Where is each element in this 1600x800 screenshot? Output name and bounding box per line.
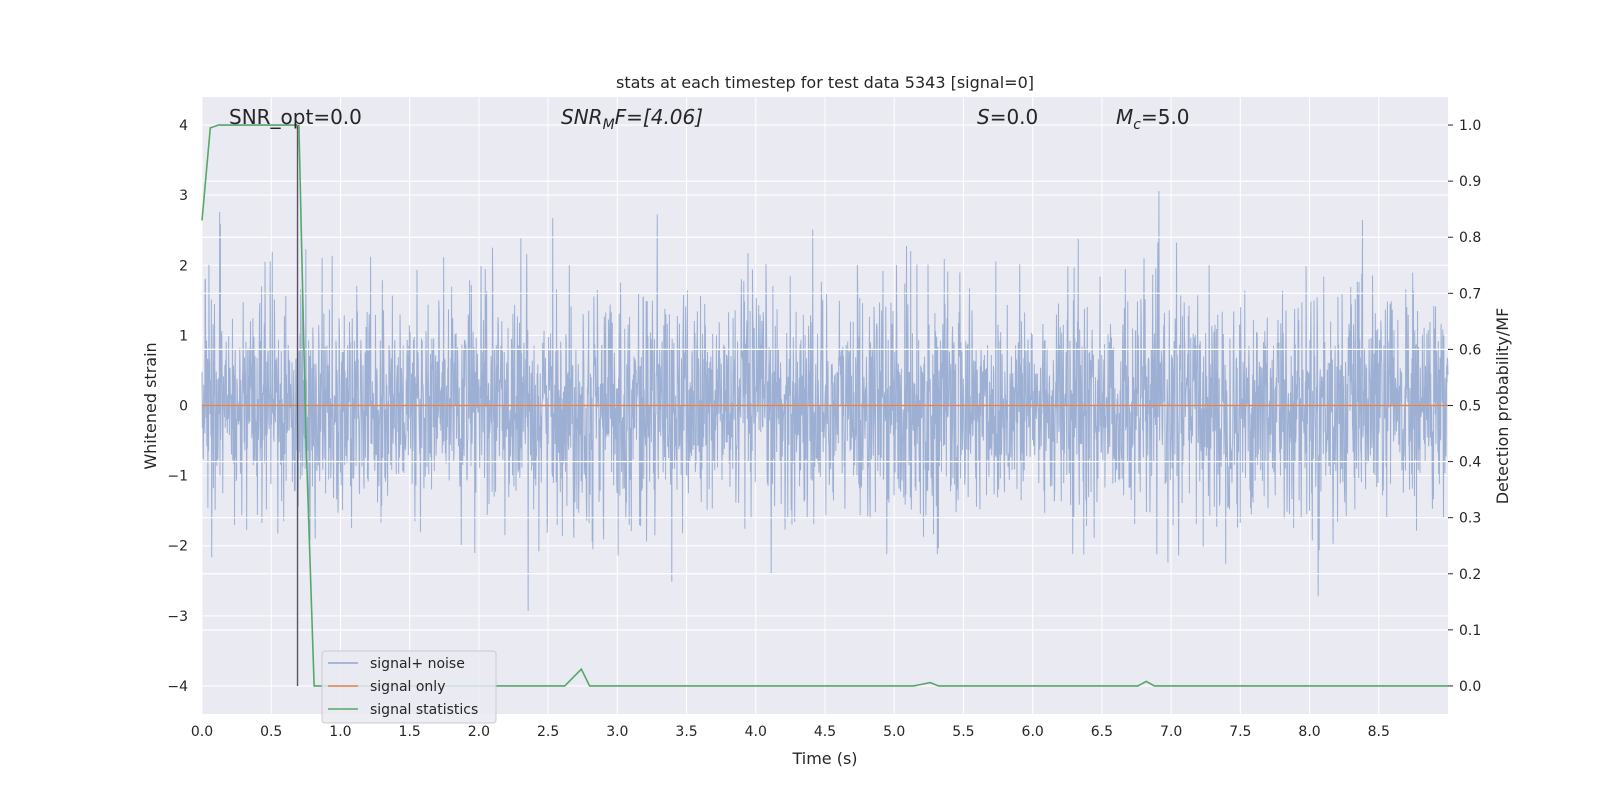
x-tick-label: 0.5 [260, 724, 282, 740]
annotation-snr-mf-value: F=[4.06] [615, 105, 703, 129]
x-tick-label: 4.5 [814, 724, 836, 740]
x-tick-label: 6.5 [1091, 724, 1113, 740]
x-tick-label: 5.0 [883, 724, 905, 740]
x-tick-label: 1.0 [329, 724, 351, 740]
signal-statistics-line [201, 124, 1448, 687]
x-tick-label: 5.5 [952, 724, 974, 740]
y2-tick-label: 0.7 [1459, 286, 1481, 302]
y2-tick-label: 0.2 [1459, 567, 1481, 583]
y2-tick-label: 0.3 [1459, 511, 1481, 527]
y-tick-label: 0 [179, 399, 188, 415]
y-tick-label: 4 [179, 118, 188, 134]
y2-tick-label: 0.8 [1459, 230, 1481, 246]
signal-noise-line [201, 190, 1449, 612]
x-tick-label: 8.0 [1298, 724, 1320, 740]
x-tick-label: 6.0 [1022, 724, 1044, 740]
x-tick-label: 2.0 [468, 724, 490, 740]
y2-tick-label: 0.1 [1459, 623, 1481, 639]
legend: signal+ noise signal only signal statist… [321, 650, 497, 724]
x-tick-label: 3.5 [675, 724, 697, 740]
x-tick-label: 0.0 [191, 724, 213, 740]
legend-label-signal-noise: signal+ noise [370, 656, 465, 672]
annotation-mc-symbol: M [1116, 105, 1133, 129]
x-tick-label: 8.5 [1368, 724, 1390, 740]
legend-label-signal-statistics: signal statistics [370, 702, 478, 718]
y-axis-label: Whitened strain [141, 342, 160, 469]
chart-title: stats at each timestep for test data 534… [616, 73, 1034, 92]
y-tick-label: 2 [179, 258, 188, 274]
annotation-s-symbol: S [977, 105, 990, 129]
annotation-snr-mf-symbol: SNR [561, 105, 603, 129]
y2-tick-label: 0.5 [1459, 399, 1481, 415]
y-tick-label: 1 [179, 328, 188, 344]
y2-tick-label: 0.4 [1459, 455, 1481, 471]
annotation-snr-mf-subscript: M [603, 117, 615, 133]
annotation-snr-mf: SNRMF=[4.06] [561, 105, 703, 133]
y2-tick-label: 0.0 [1459, 679, 1481, 695]
y-tick-label: −4 [167, 679, 188, 695]
annotation-mc: Mc=5.0 [1116, 105, 1190, 133]
x-tick-label: 4.0 [745, 724, 767, 740]
legend-label-signal-only: signal only [370, 679, 445, 695]
y2-tick-label: 0.9 [1459, 174, 1481, 190]
x-tick-label: 1.5 [399, 724, 421, 740]
signal-noise-series [201, 190, 1449, 612]
annotation-mc-subscript: c [1133, 117, 1141, 133]
x-tick-label: 7.5 [1229, 724, 1251, 740]
legend-box [321, 650, 497, 724]
line-series [201, 124, 1448, 687]
annotation-s: S=0.0 [977, 105, 1038, 129]
y-tick-label: −1 [167, 469, 188, 485]
y2-axis-label: Detection probability/MF [1493, 308, 1512, 505]
x-axis-label: Time (s) [791, 749, 857, 768]
annotation-snr-opt: SNR_opt=0.0 [229, 105, 362, 129]
axis-ticks: 0.0 0.5 1.0 1.5 2.0 2.5 3.0 3.5 4.0 4.5 5.0 5.5 6.0 6… [167, 118, 1481, 740]
y2-tick-label: 1.0 [1459, 118, 1481, 134]
y-tick-label: −3 [167, 609, 188, 625]
y-tick-label: −2 [167, 539, 188, 555]
x-tick-label: 7.0 [1160, 724, 1182, 740]
y-tick-label: 3 [179, 188, 188, 204]
y2-tick-label: 0.6 [1459, 342, 1481, 358]
x-tick-label: 2.5 [537, 724, 559, 740]
annotation-s-value: =0.0 [990, 105, 1039, 129]
x-tick-label: 3.0 [606, 724, 628, 740]
annotation-mc-value: =5.0 [1141, 105, 1190, 129]
